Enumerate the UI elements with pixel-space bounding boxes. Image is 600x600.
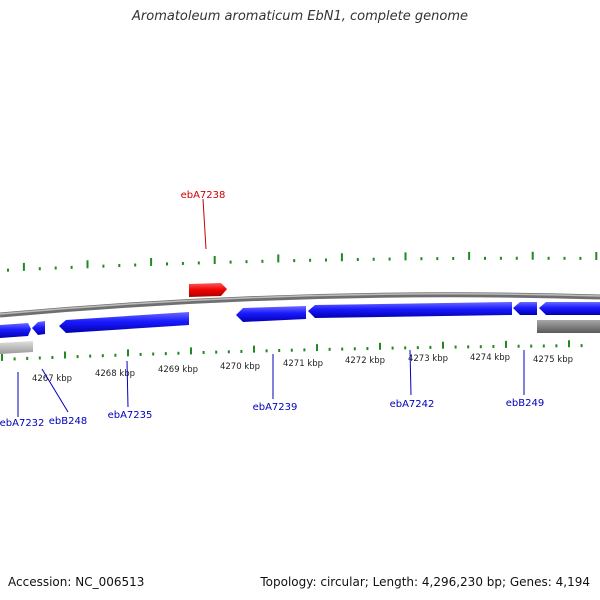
genome-backbone (0, 292, 600, 318)
label-layer: 4267 kbp 4268 kbp 4269 kbp 4270 kbp 4271 kbp… (0, 190, 573, 429)
genome-summary: Topology: circular; Length: 4,296,230 bp… (260, 575, 590, 589)
feature-bar-right (537, 320, 600, 333)
scale-label: 4270 kbp (220, 362, 260, 372)
leader-line-ebA7242 (409, 349, 412, 396)
scale-label: 4272 kbp (345, 356, 385, 366)
gene-arrow-ebA7235[interactable] (59, 312, 189, 333)
gene-label-ebA7239[interactable]: ebA7239 (253, 402, 298, 413)
gene-arrow-ebA7238[interactable] (189, 283, 227, 297)
gene-arrow-ebA7232[interactable] (0, 323, 31, 338)
leader-line-ebA7238 (202, 198, 207, 250)
gene-label-ebB249[interactable]: ebB249 (506, 398, 544, 409)
scale-label: 4267 kbp (32, 374, 72, 384)
scale-label: 4274 kbp (470, 353, 510, 363)
feature-bar-left (0, 341, 33, 354)
gene-label-ebA7235[interactable]: ebA7235 (108, 410, 153, 421)
scale-label: 4268 kbp (95, 369, 135, 379)
gene-arrow-ebA7242[interactable] (308, 302, 512, 318)
gene-arrow-next[interactable] (539, 302, 600, 315)
scale-label: 4273 kbp (408, 354, 448, 364)
gene-arrow-ebA7239[interactable] (236, 306, 306, 322)
gene-arrow-ebB248[interactable] (32, 321, 45, 335)
leader-line-ebA7235 (126, 360, 129, 408)
gene-label-ebA7238[interactable]: ebA7238 (181, 190, 226, 201)
map-title: Aromatoleum aromaticum EbN1, complete ge… (132, 9, 468, 24)
gene-label-ebB248[interactable]: ebB248 (49, 416, 87, 427)
scale-label: 4275 kbp (533, 355, 573, 365)
gene-label-ebA7232[interactable]: ebA7232 (0, 418, 44, 429)
leader-line-ebB248 (41, 368, 69, 413)
gene-label-ebA7242[interactable]: ebA7242 (390, 399, 435, 410)
scale-label: 4269 kbp (158, 365, 198, 375)
accession-label: Accession: NC_006513 (8, 575, 145, 589)
gene-arrow-ebB249[interactable] (513, 302, 537, 315)
scale-label: 4271 kbp (283, 359, 323, 369)
tick-layer (1, 251, 598, 361)
